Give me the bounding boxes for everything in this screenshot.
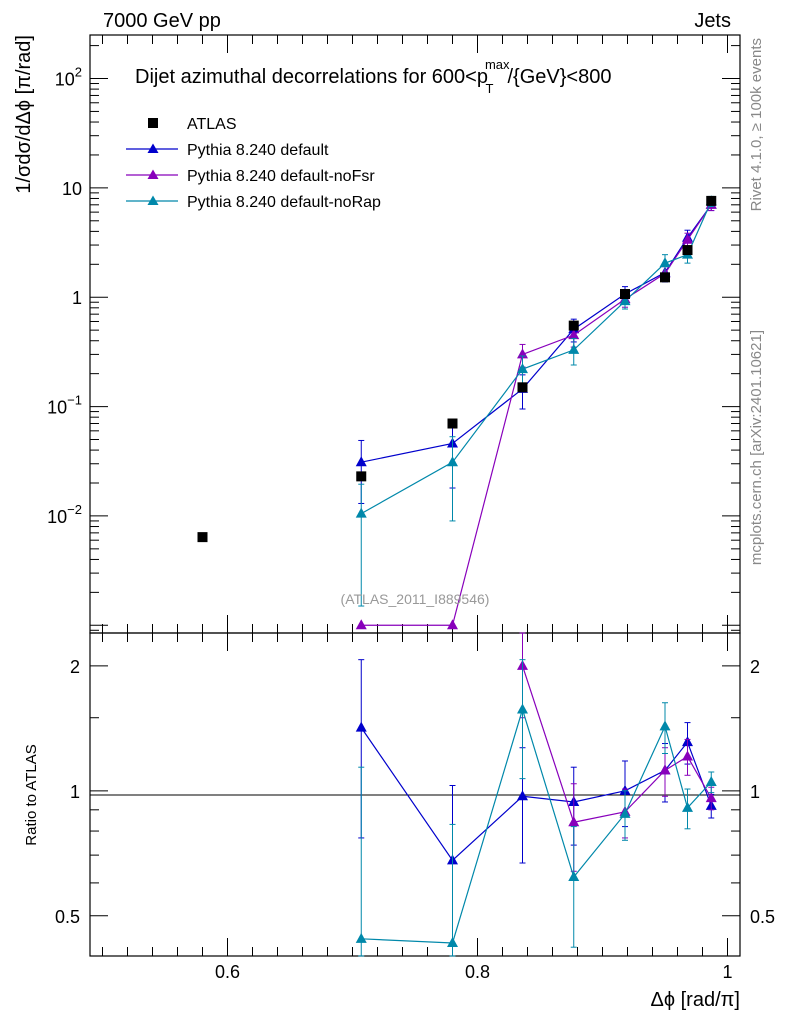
ratio-y-axis-label: Ratio to ATLAS xyxy=(23,744,40,845)
y-axis-label: 1/σdσ/dΔϕ [π/rad] xyxy=(13,35,35,194)
ratio-tick-label: 1 xyxy=(70,782,80,802)
ratio-point xyxy=(619,807,631,818)
rivet-label: Rivet 4.1.0, ≥ 100k events xyxy=(748,38,765,211)
tick-labels: 0.6 0.8 1 10−2 10−1 1 10 102 0.5 0.5 1 1 2 2 xyxy=(47,65,775,982)
series-atlas xyxy=(197,195,717,543)
atlas-point xyxy=(197,532,208,543)
atlas-point xyxy=(447,418,458,429)
atlas-point xyxy=(517,382,528,393)
ratio-series-3 xyxy=(355,659,717,957)
y-tick-label: 10 xyxy=(62,179,82,199)
series-3 xyxy=(355,195,717,607)
ratio-point xyxy=(355,721,367,732)
atlas-point xyxy=(568,320,579,331)
atlas-point xyxy=(356,471,367,482)
data-point xyxy=(619,295,631,306)
data-point xyxy=(447,456,458,467)
x-axis-label: Δϕ [rad/π] xyxy=(651,989,741,1011)
ratio-point xyxy=(517,790,528,801)
ratio-point xyxy=(568,816,580,827)
legend-marker-nofsr xyxy=(147,169,159,179)
legend-marker-default xyxy=(147,143,159,153)
atlas-point xyxy=(660,272,670,283)
data-point xyxy=(568,329,580,340)
data-point xyxy=(355,507,367,518)
chart-title-sup: max xyxy=(485,57,510,72)
series-line xyxy=(361,204,712,626)
ratio-series-2 xyxy=(517,632,717,872)
analysis-tag: (ATLAS_2011_I889546) xyxy=(341,591,490,607)
ratio-point xyxy=(705,776,717,787)
legend-label-atlas: ATLAS xyxy=(187,116,237,133)
legend-marker-atlas xyxy=(148,118,158,128)
ratio-point xyxy=(517,703,528,714)
legend-marker-norap xyxy=(147,195,159,205)
ratio-tick-label: 0.5 xyxy=(55,907,80,927)
data-point xyxy=(447,619,458,630)
y-tick-label: 102 xyxy=(55,65,82,90)
series-layer xyxy=(197,195,717,957)
series-line xyxy=(360,200,712,515)
chart-title-post: /{GeV}<800 xyxy=(507,66,611,88)
mcplots-label: mcplots.cern.ch [arXiv:2401.10621] xyxy=(748,330,765,565)
y-tick-label: 10−1 xyxy=(47,393,82,418)
ratio-point xyxy=(682,750,693,761)
axis-ticks xyxy=(90,35,740,957)
ratio-point xyxy=(682,801,693,812)
ratio-line xyxy=(521,665,712,823)
chart-title: Dijet azimuthal decorrelations for 600<p… xyxy=(135,57,611,96)
legend: ATLAS Pythia 8.240 default Pythia 8.240 … xyxy=(126,116,381,211)
data-point xyxy=(568,343,580,354)
ratio-tick-label-right: 0.5 xyxy=(750,907,775,927)
legend-label-norap: Pythia 8.240 default-noRap xyxy=(187,194,381,211)
data-point xyxy=(355,456,367,467)
x-tick-label: 0.6 xyxy=(215,962,240,982)
ratio-line xyxy=(361,707,712,944)
ratio-tick-label: 2 xyxy=(70,657,80,677)
header-energy-label: 7000 GeV pp xyxy=(103,10,221,32)
atlas-point xyxy=(620,289,630,300)
data-point xyxy=(355,619,367,630)
atlas-point xyxy=(706,195,717,206)
legend-label-default: Pythia 8.240 default xyxy=(187,142,329,159)
ratio-point xyxy=(705,792,717,803)
ratio-point xyxy=(355,932,367,943)
y-tick-label: 10−2 xyxy=(47,502,82,527)
ratio-point xyxy=(659,764,671,775)
atlas-point xyxy=(682,245,693,256)
ratio-point xyxy=(659,720,671,731)
ratio-series-1 xyxy=(355,659,717,957)
header-process-label: Jets xyxy=(694,10,731,32)
y-tick-label: 1 xyxy=(72,288,82,308)
x-tick-label: 0.8 xyxy=(465,962,490,982)
ratio-tick-label-right: 2 xyxy=(750,657,760,677)
ratio-point xyxy=(568,870,580,881)
chart-title-pre: Dijet azimuthal decorrelations for 600<p xyxy=(135,66,488,88)
series-line xyxy=(361,204,712,463)
series-1 xyxy=(355,198,717,504)
ratio-line xyxy=(360,727,712,862)
data-point xyxy=(682,233,693,244)
legend-label-nofsr: Pythia 8.240 default-noFsr xyxy=(187,168,375,185)
ratio-tick-label-right: 1 xyxy=(750,782,760,802)
chart-title-sub: T xyxy=(486,81,494,96)
ratio-point xyxy=(447,936,458,947)
data-point xyxy=(517,363,528,374)
data-point xyxy=(659,257,671,268)
x-tick-label: 1 xyxy=(722,962,732,982)
